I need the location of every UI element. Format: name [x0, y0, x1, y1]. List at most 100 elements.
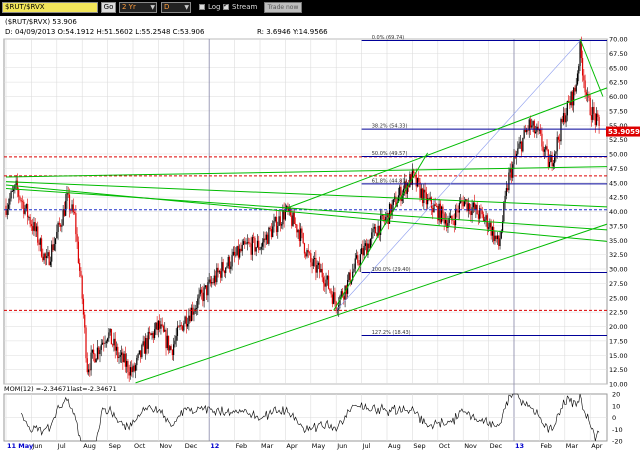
candle-body	[522, 137, 524, 152]
candle-body	[528, 119, 530, 131]
candle-body	[73, 212, 76, 214]
candle-body	[578, 66, 580, 74]
candle-body	[357, 255, 359, 264]
candle-body	[152, 333, 154, 338]
candle-body	[133, 365, 135, 371]
candle-body	[206, 285, 208, 296]
candle-body	[477, 214, 480, 219]
x-tick-label: Jul	[57, 442, 66, 450]
x-tick-label: Aug	[388, 442, 401, 450]
candle-body	[157, 320, 159, 330]
candle-body	[260, 246, 262, 250]
candle-body	[38, 242, 40, 245]
interval-select[interactable]: D ▼	[161, 2, 191, 13]
y-tick-label: 50.00	[609, 151, 628, 159]
candle-body	[273, 221, 275, 227]
candle-body	[454, 208, 457, 226]
candle-body	[19, 196, 21, 201]
log-checkbox[interactable]	[199, 4, 205, 10]
candle-body	[123, 353, 125, 363]
x-tick-label: Sep	[109, 442, 121, 450]
candle-body	[211, 282, 213, 284]
candle-body	[319, 262, 321, 273]
r-readout: R: 3.6946 Y:14.9566	[257, 28, 328, 36]
x-tick-label: 13	[515, 442, 524, 450]
y-tick-label: 67.50	[609, 50, 628, 58]
price-chart: 70.00 67.50 65.00 62.50 60.00 57.50 55.00 52.50…	[3, 35, 640, 450]
candle-body	[109, 328, 111, 333]
candle-body	[52, 244, 54, 251]
candle-body	[293, 212, 295, 224]
candle-body	[87, 369, 90, 373]
candle-body	[113, 338, 115, 346]
candle-body	[279, 216, 281, 226]
candle-body	[234, 251, 236, 256]
candle-body	[176, 326, 179, 336]
candle-body	[162, 325, 165, 332]
symbol-input[interactable]: $RUT/$RVX	[2, 2, 98, 13]
candle-body	[84, 314, 86, 328]
y-tick-label: 30.00	[609, 266, 628, 274]
x-tick-label: Feb	[236, 442, 248, 450]
candle-body	[77, 241, 79, 264]
x-tick-label: Nov	[159, 442, 172, 450]
candle-body	[124, 353, 126, 367]
go-button[interactable]: Go	[101, 2, 116, 13]
ohlc-readout: D: 04/09/2013 O:54.1912 H:51.5602 L:55.2…	[5, 28, 205, 36]
candle-body	[225, 267, 227, 274]
trade-now-button[interactable]: Trade now	[264, 2, 302, 13]
candle-body	[470, 211, 472, 215]
candle-body	[583, 75, 585, 81]
candle-body	[44, 253, 46, 258]
candle-body	[164, 329, 166, 332]
y-tick-label: 57.50	[609, 107, 628, 115]
candle-body	[197, 298, 199, 309]
period-select[interactable]: 2 Yr ▼	[119, 2, 157, 13]
candle-body	[595, 113, 598, 125]
candle-body	[159, 320, 161, 329]
candle-body	[344, 285, 346, 300]
candle-body	[14, 184, 16, 190]
candle-body	[550, 155, 552, 162]
candle-body	[270, 229, 273, 238]
candle-body	[592, 106, 594, 120]
candle-body	[588, 94, 590, 98]
candle-body	[181, 325, 184, 331]
candle-body	[402, 188, 405, 196]
candle-body	[147, 331, 149, 349]
candle-body	[437, 206, 439, 221]
candle-body	[99, 349, 101, 355]
candle-body	[105, 341, 107, 343]
candle-body	[508, 172, 510, 191]
candle-body	[174, 340, 176, 345]
candle-body	[566, 100, 568, 116]
y-tick-label: 47.50	[609, 165, 628, 173]
candle-body	[85, 327, 87, 359]
mom-tick-label: 10	[612, 402, 620, 410]
last-price-label: 53.90597	[608, 128, 640, 136]
mom-tick-label: 0	[612, 414, 616, 422]
candle-body	[127, 360, 129, 373]
candle-body	[485, 215, 487, 220]
candle-body	[18, 189, 20, 197]
candle-body	[538, 129, 540, 131]
candle-body	[542, 146, 544, 152]
trendline	[579, 38, 604, 97]
candle-body	[404, 181, 406, 189]
candle-body	[61, 225, 63, 227]
candle-body	[498, 235, 500, 247]
candle-body	[354, 258, 356, 269]
candle-body	[70, 210, 72, 212]
candle-body	[590, 115, 593, 120]
y-tick-label: 52.50	[609, 136, 628, 144]
candle-body	[264, 238, 266, 240]
x-tick-label: Aug	[83, 442, 96, 450]
candle-body	[131, 367, 133, 373]
candle-body	[355, 255, 358, 259]
candle-body	[66, 192, 68, 201]
y-tick-label: 27.50	[609, 280, 628, 288]
y-tick-label: 32.50	[609, 251, 628, 259]
candle-body	[447, 223, 449, 228]
candle-body	[495, 235, 497, 240]
stream-checkbox[interactable]: ✓	[223, 1, 229, 10]
